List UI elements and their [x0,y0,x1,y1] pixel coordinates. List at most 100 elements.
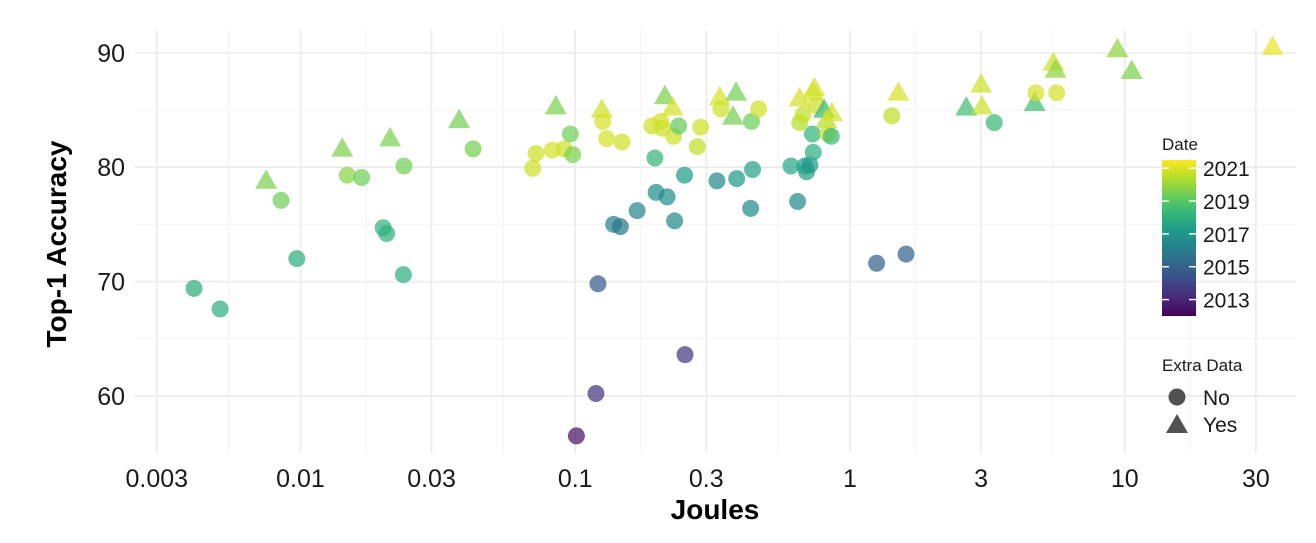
data-point-circle [658,188,676,206]
color-bar-label: 2019 [1203,191,1250,214]
data-point-circle [822,127,840,145]
x-tick-label: 0.3 [689,465,724,493]
data-point-triangle [721,105,744,125]
data-point-triangle [970,73,993,93]
data-point-triangle [887,81,910,101]
x-axis-tick-labels: 0.003 0.01 0.03 0.1 0.3 1 3 10 30 [125,465,1269,493]
color-bar [1162,160,1196,316]
y-tick-label: 90 [97,40,125,68]
data-point-circle [883,107,901,125]
x-tick-label: 0.1 [558,465,593,493]
legend-triangle-marker [1166,414,1188,433]
data-point-triangle [1044,58,1067,78]
color-bar-label: 2013 [1203,290,1250,313]
data-point-circle [611,218,629,236]
data-point-circle [587,385,605,403]
data-point-circle [288,250,306,268]
data-point-triangle [379,126,402,147]
data-point-circle [744,160,762,178]
legend-circle-marker [1168,388,1186,406]
data-point-circle [742,112,760,130]
color-bar-ticks: 2021 2019 2017 2015 2013 [1162,158,1250,313]
data-point-circle [794,106,812,124]
data-point-circle [211,300,229,318]
y-tick-label: 80 [97,154,125,182]
data-point-circle [742,199,760,217]
data-point-triangle [331,137,354,157]
data-point-triangle [448,108,471,129]
data-point-circle [692,118,710,136]
y-tick-label: 60 [97,383,125,411]
data-point-circle [985,114,1003,132]
minor-gridlines [135,30,1296,453]
data-point-triangle [1261,35,1284,55]
data-point-circle [613,133,631,151]
data-point-circle [564,146,582,164]
data-point-circle [378,224,396,242]
shape-legend-title: Extra Data [1162,356,1243,375]
data-point-triangle [661,96,684,116]
data-point-circle [676,346,694,364]
x-tick-label: 10 [1111,465,1139,493]
x-tick-label: 0.01 [276,465,325,493]
data-point-triangle [255,169,278,189]
color-bar-label: 2021 [1203,158,1250,181]
data-point-circle [464,140,482,158]
data-point-triangle [590,98,613,118]
color-legend-title: Date [1162,135,1198,154]
data-point-triangle [725,81,748,101]
data-point-circle [589,275,607,293]
major-gridlines [135,30,1296,453]
data-point-circle [394,266,412,284]
data-point-circle [750,100,768,118]
data-point-circle [670,117,688,135]
data-point-circle [598,130,616,148]
data-point-circle [527,144,545,162]
data-points [185,35,1284,445]
color-bar-label: 2017 [1203,224,1250,247]
data-point-circle [353,168,371,186]
data-point-circle [688,138,706,156]
x-tick-label: 0.003 [125,465,188,493]
y-axis-title: Top-1 Accuracy [41,140,72,347]
data-point-circle [272,191,290,209]
data-point-circle [395,157,413,175]
data-point-circle [868,254,886,272]
x-tick-label: 0.03 [407,465,456,493]
data-point-circle [567,427,585,445]
data-point-triangle [1120,59,1143,79]
data-point-circle [789,192,807,210]
data-point-circle [676,166,694,184]
data-point-triangle [970,94,993,115]
legend-label-no: No [1203,387,1230,410]
data-point-triangle [653,84,676,105]
data-point-circle [804,143,822,161]
data-point-circle [1048,84,1066,102]
x-tick-label: 3 [974,465,988,493]
color-bar-label: 2015 [1203,257,1250,280]
data-point-triangle [788,86,811,107]
y-tick-label: 70 [97,269,125,297]
data-point-circle [803,125,821,143]
data-point-circle [708,172,726,190]
data-point-triangle [955,96,978,116]
data-point-triangle [820,101,843,122]
data-point-circle [185,279,203,297]
x-tick-label: 1 [843,465,857,493]
x-axis-title: Joules [671,494,760,525]
data-point-circle [782,157,800,175]
data-point-circle [666,212,684,230]
data-point-circle [594,112,612,130]
x-tick-label: 30 [1242,465,1270,493]
data-point-circle [646,149,664,167]
data-point-circle [628,202,646,220]
data-point-circle [524,159,542,177]
data-point-circle [728,170,746,188]
data-point-circle [338,166,356,184]
data-point-circle [712,100,730,118]
data-point-triangle [803,76,826,97]
data-point-triangle [544,94,567,115]
data-point-circle [561,125,579,143]
